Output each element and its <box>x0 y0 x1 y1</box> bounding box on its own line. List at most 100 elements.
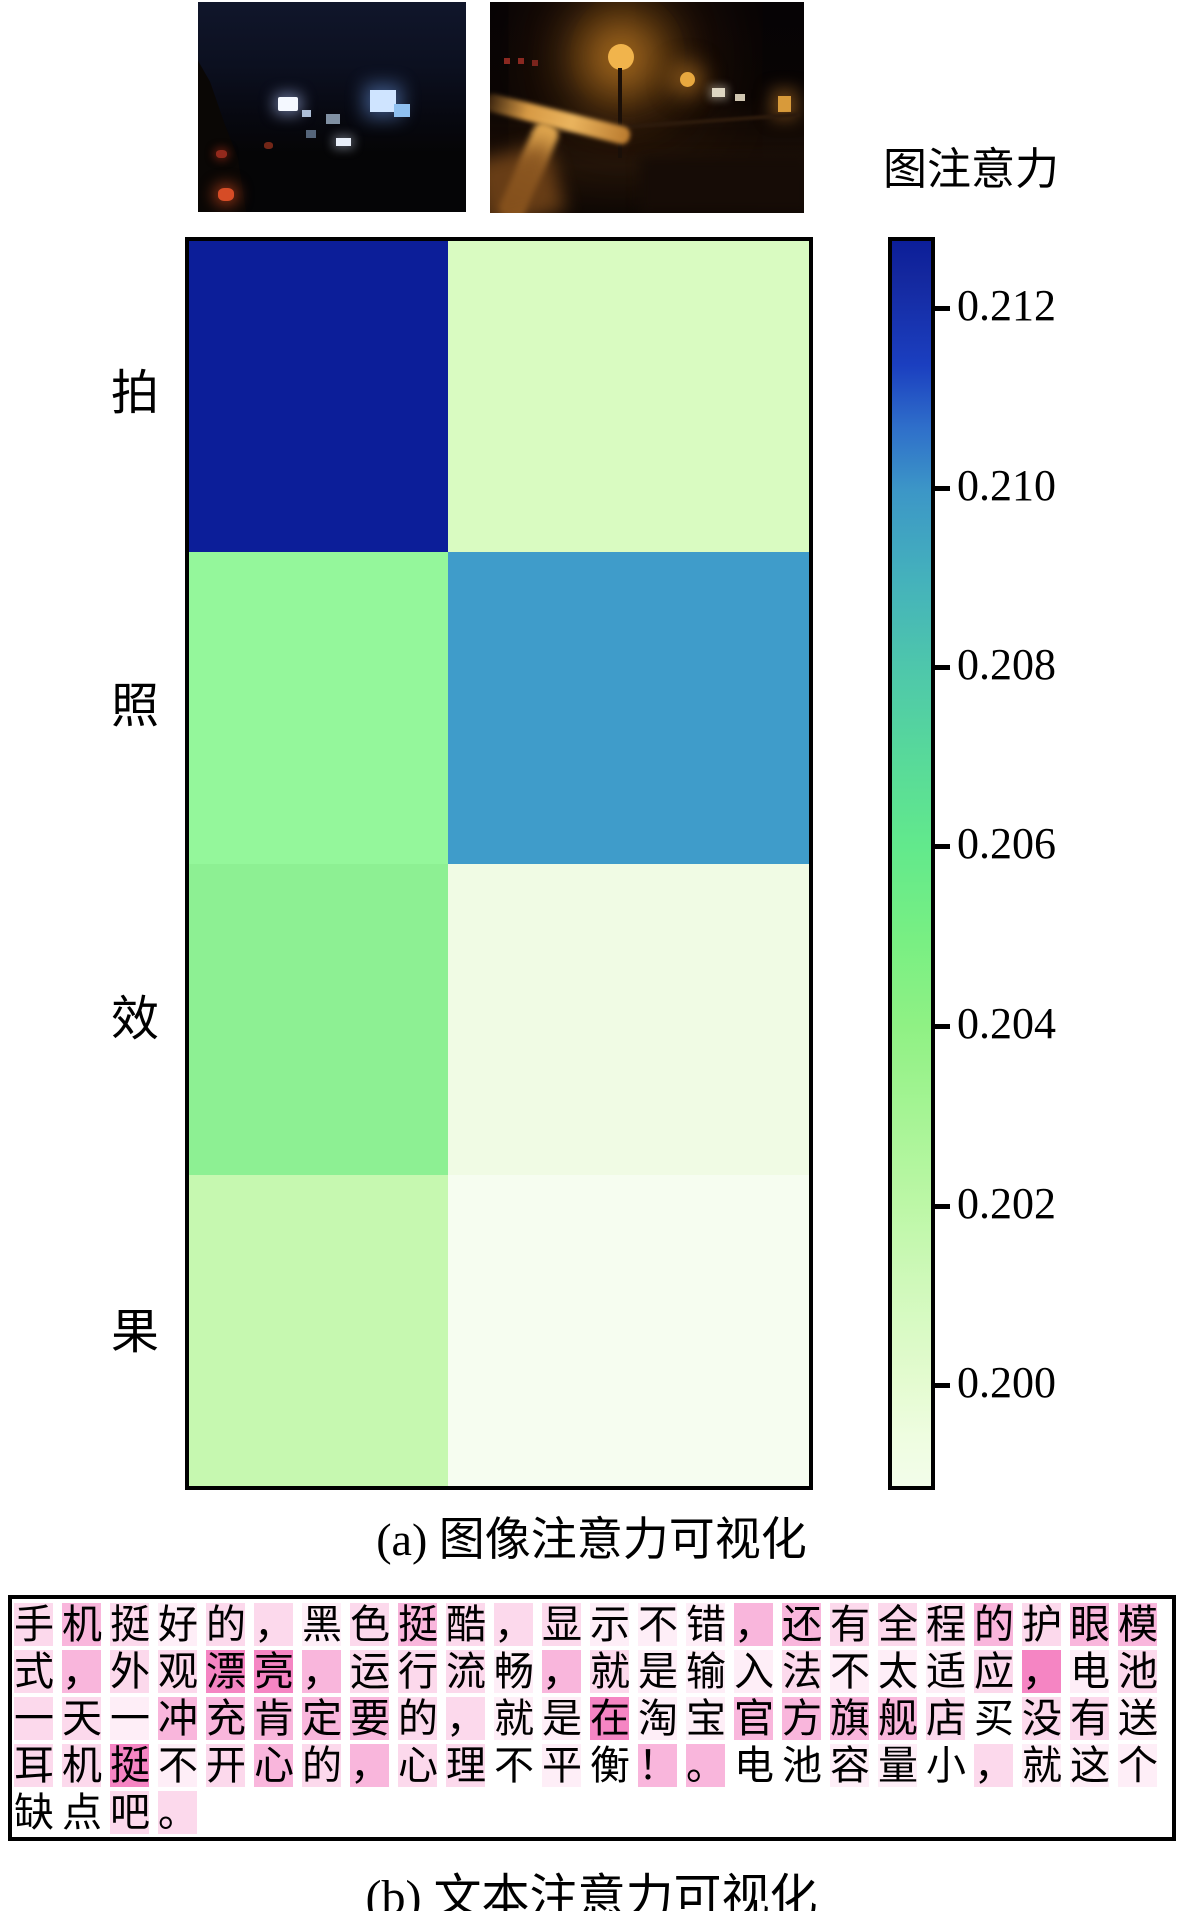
text-char: 。 <box>158 1790 198 1835</box>
text-char: ， <box>542 1649 582 1694</box>
colorbar-tick-label: 0.200 <box>957 1357 1056 1407</box>
text-char: 池 <box>782 1743 822 1788</box>
heatmap-row-labels: 拍照效果 <box>100 237 170 1490</box>
night-road-photo <box>490 2 804 213</box>
text-char: 漂 <box>206 1649 246 1694</box>
text-char: 式 <box>14 1649 54 1694</box>
text-char: 量 <box>878 1743 918 1788</box>
red-light <box>218 188 234 201</box>
text-char: ！ <box>638 1743 678 1788</box>
text-line: 缺点吧。 <box>14 1790 1172 1835</box>
caption-panel-b: (b) 文本注意力可视化 <box>365 1871 818 1911</box>
text-char: ， <box>254 1602 294 1647</box>
text-char: ， <box>1022 1649 1062 1694</box>
colorbar-title: 图注意力 <box>883 145 1059 194</box>
heatmap-row-label: 照 <box>110 679 159 733</box>
text-char: 肯 <box>254 1696 294 1741</box>
text-char: 输 <box>686 1649 726 1694</box>
text-char: 容 <box>830 1743 870 1788</box>
colorbar-tick-label: 0.210 <box>957 460 1056 510</box>
heatmap-cell-r3c1 <box>189 863 448 1175</box>
colorbar-tick-mark <box>935 1203 950 1209</box>
text-char: 不 <box>830 1649 870 1694</box>
text-char: 运 <box>350 1649 390 1694</box>
text-char: 外 <box>110 1649 150 1694</box>
text-char: 没 <box>1022 1696 1062 1741</box>
colorbar-tick-mark <box>935 664 950 670</box>
heatmap-row-label: 果 <box>110 1306 159 1360</box>
text-char: 有 <box>1070 1696 1110 1741</box>
heatmap-cell-r2c1 <box>189 552 448 864</box>
text-char: 不 <box>638 1602 678 1647</box>
text-char: 耳 <box>14 1743 54 1788</box>
text-char: 流 <box>446 1649 486 1694</box>
distant-light <box>712 88 725 97</box>
text-char: 的 <box>206 1602 246 1647</box>
text-char: ， <box>974 1743 1014 1788</box>
text-char: 色 <box>350 1602 390 1647</box>
text-char: ， <box>350 1743 390 1788</box>
text-char: 法 <box>782 1649 822 1694</box>
colorbar-tick-label: 0.202 <box>957 1178 1056 1228</box>
colorbar-tick-label: 0.206 <box>957 818 1056 868</box>
text-char: ， <box>494 1602 534 1647</box>
road-glow <box>640 157 804 213</box>
text-char: 一 <box>14 1696 54 1741</box>
text-line: 式，外观漂亮，运行流畅，就是输入法不太适应，电池 <box>14 1649 1172 1694</box>
heatmap-cell-r1c1 <box>189 241 448 553</box>
night-city-photo <box>198 2 466 212</box>
text-char: 旗 <box>830 1696 870 1741</box>
text-char: 充 <box>206 1696 246 1741</box>
heatmap-cell-r4c2 <box>447 1174 809 1486</box>
text-char: 有 <box>830 1602 870 1647</box>
text-char: ， <box>446 1696 486 1741</box>
text-char: 模 <box>1118 1602 1158 1647</box>
text-char: 。 <box>686 1743 726 1788</box>
text-char: 平 <box>542 1743 582 1788</box>
text-char: 酷 <box>446 1602 486 1647</box>
text-char: 挺 <box>398 1602 438 1647</box>
text-char: 衡 <box>590 1743 630 1788</box>
heatmap-row-label: 效 <box>110 993 159 1047</box>
red-light <box>518 58 524 64</box>
text-char: 挺 <box>110 1602 150 1647</box>
text-char: 太 <box>878 1649 918 1694</box>
text-char: 个 <box>1118 1743 1158 1788</box>
text-char: 亮 <box>254 1649 294 1694</box>
text-char: 挺 <box>110 1743 150 1788</box>
text-char: 是 <box>542 1696 582 1741</box>
red-light <box>532 60 538 66</box>
text-char: 吧 <box>110 1790 150 1835</box>
text-char: 观 <box>158 1649 198 1694</box>
text-char: 这 <box>1070 1743 1110 1788</box>
heatmap-cell-r1c2 <box>447 241 809 553</box>
text-char: 眼 <box>1070 1602 1110 1647</box>
text-char: 不 <box>494 1743 534 1788</box>
text-char: 应 <box>974 1649 1014 1694</box>
text-char: 舰 <box>878 1696 918 1741</box>
text-line: 耳机挺不开心的，心理不平衡！。电池容量小，就这个 <box>14 1743 1172 1788</box>
text-char: 心 <box>398 1743 438 1788</box>
building-light <box>326 114 340 124</box>
colorbar-tick-mark <box>935 1024 950 1030</box>
text-char: 全 <box>878 1602 918 1647</box>
text-char: ， <box>62 1649 102 1694</box>
colorbar-tick-label: 0.208 <box>957 639 1056 689</box>
text-char: 示 <box>590 1602 630 1647</box>
text-char: 在 <box>590 1696 630 1741</box>
text-char: 电 <box>1070 1649 1110 1694</box>
text-char: 机 <box>62 1602 102 1647</box>
text-char: 定 <box>302 1696 342 1741</box>
caption-panel-a: (a) 图像注意力可视化 <box>376 1514 807 1565</box>
text-char: 店 <box>926 1696 966 1741</box>
text-char: 方 <box>782 1696 822 1741</box>
text-char: 池 <box>1118 1649 1158 1694</box>
colorbar <box>888 237 935 1490</box>
text-char: 就 <box>590 1649 630 1694</box>
colorbar-tick-mark <box>935 843 950 849</box>
text-char: 畅 <box>494 1649 534 1694</box>
text-char: 就 <box>1022 1743 1062 1788</box>
text-char: 显 <box>542 1602 582 1647</box>
heatmap-grid <box>189 241 809 1486</box>
text-char: 错 <box>686 1602 726 1647</box>
